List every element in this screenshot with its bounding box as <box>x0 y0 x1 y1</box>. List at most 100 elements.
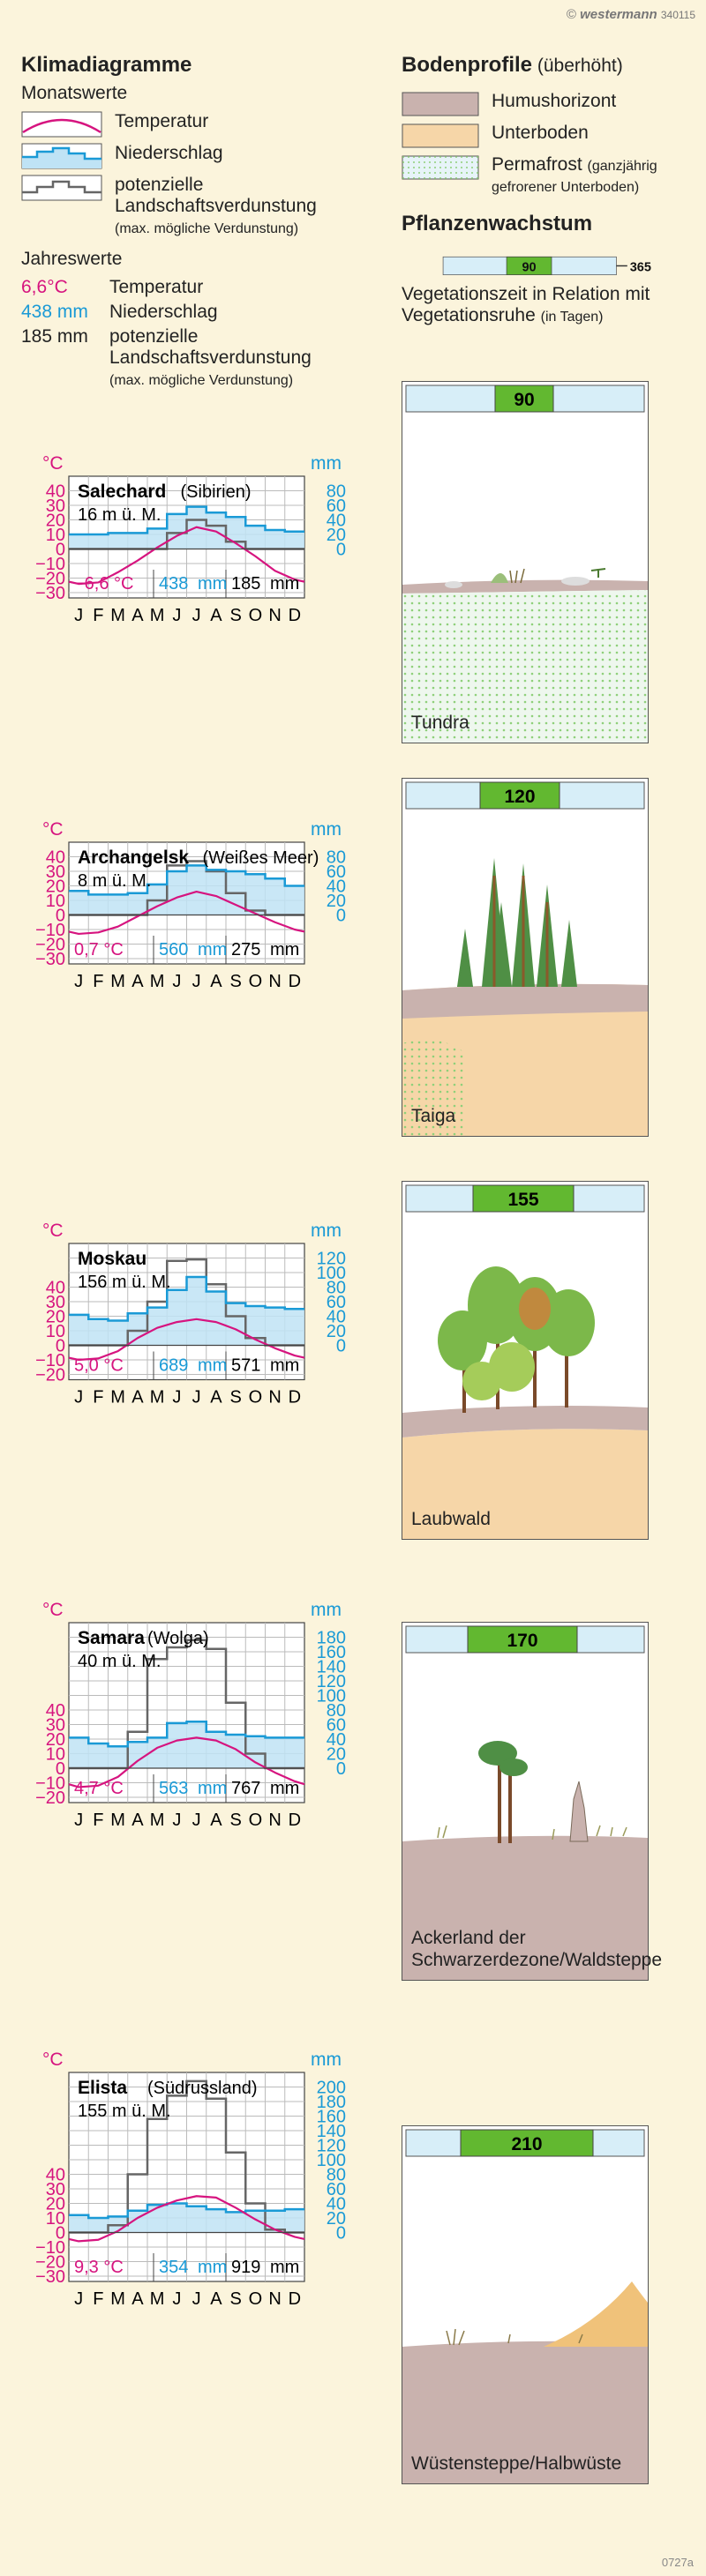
temperature-tick-label: 30 <box>46 497 65 516</box>
publisher-brand: westermann <box>580 7 657 22</box>
temperature-tick-label: 10 <box>46 2209 65 2229</box>
climate-legend: Klimadiagramme Monatswerte Temperatur Ni… <box>21 53 392 395</box>
month-label: A <box>210 1811 222 1830</box>
month-label: M <box>150 972 165 991</box>
permafrost-note: (ganzjährig gefrorener Unterboden) <box>492 159 657 195</box>
month-label: S <box>229 2289 241 2309</box>
climate-chart-salechard: °C mm403020100−10−20−30806040200Salechard… <box>35 453 346 625</box>
annual-evaporation-unit: mm <box>270 940 299 959</box>
subsoil-layer <box>402 1429 648 1539</box>
station-elevation: 40 m ü. M. <box>78 1652 161 1671</box>
temperature-tick-label: 0 <box>56 907 65 926</box>
celsius-unit: °C <box>42 1221 64 1241</box>
month-label: M <box>110 606 125 625</box>
precipitation-step-line <box>69 2202 304 2220</box>
biome-panel-taiga: 120 Taiga <box>402 778 649 1137</box>
month-label: J <box>172 972 181 991</box>
precipitation-tick-label: 100 <box>317 2151 346 2170</box>
permafrost-label: Permafrost (ganzjährig gefrorener Unterb… <box>492 155 702 198</box>
month-label: A <box>131 2289 144 2309</box>
precipitation-tick-label: 200 <box>317 2079 346 2098</box>
permafrost-swatch <box>402 155 479 180</box>
growth-title: Pflanzenwachstum <box>402 212 593 235</box>
precipitation-step-line <box>69 1720 304 1748</box>
temperature-tick-label: 30 <box>46 2180 65 2199</box>
month-label: S <box>229 1811 241 1830</box>
evaporation-text: potenzielle Landschaftsverdunstung <box>115 175 317 216</box>
temperature-tick-label: 0 <box>56 541 65 560</box>
precipitation-tick-label: 20 <box>327 1322 346 1341</box>
temperature-line <box>68 2195 305 2243</box>
growth-caption: Vegetationszeit in Relation mit Vegetati… <box>402 284 650 325</box>
month-label: D <box>289 606 301 625</box>
annual-evap-row: 185 mm potenzielle Landschaftsverdunstung… <box>21 326 392 392</box>
month-label: J <box>192 1388 201 1407</box>
annual-precip-example: 438 mm <box>21 302 88 322</box>
mm-unit: mm <box>311 1600 342 1620</box>
precipitation-tick-label: 80 <box>327 482 346 502</box>
station-name: Moskau <box>78 1249 146 1269</box>
annual-evaporation: 275 <box>231 940 260 959</box>
celsius-unit: °C <box>42 2050 64 2070</box>
mm-unit: mm <box>311 2050 342 2070</box>
annual-precip-label: Niederschlag <box>109 302 218 322</box>
month-label: F <box>93 2289 103 2309</box>
month-label: J <box>74 606 83 625</box>
temperature-tick-label: 10 <box>46 526 65 545</box>
precipitation-tick-label: 0 <box>336 541 346 560</box>
month-label: J <box>172 2289 181 2309</box>
climate-chart-moskau: °C mm403020100−10−20120100806040200Moskau… <box>35 1221 346 1407</box>
annual-temperature: 5,0 °C <box>74 1356 124 1376</box>
permafrost-layer <box>402 590 648 743</box>
celsius-unit: °C <box>42 1600 64 1620</box>
annual-temperature: −6,6 °C <box>74 574 133 594</box>
month-label: O <box>249 2289 263 2309</box>
month-label: M <box>150 1811 165 1830</box>
annual-precipitation-unit: mm <box>198 1356 227 1376</box>
month-label: O <box>249 606 263 625</box>
evaporation-note: (max. mögliche Verdunstung) <box>115 221 299 236</box>
annual-precipitation: 354 <box>159 2258 188 2277</box>
temperature-tick-label: 40 <box>46 2166 65 2185</box>
precipitation-tick-label: 80 <box>327 1279 346 1298</box>
precipitation-tick-label: 80 <box>327 2166 346 2185</box>
annual-evaporation: 919 <box>231 2258 260 2277</box>
temperature-tick-label: −10 <box>35 921 65 940</box>
month-label: D <box>289 2289 301 2309</box>
month-label: M <box>110 972 125 991</box>
precipitation-tick-label: 0 <box>336 907 346 926</box>
temperature-tick-label: 40 <box>46 1701 65 1721</box>
month-label: M <box>110 2289 125 2309</box>
precipitation-tick-label: 120 <box>317 2137 346 2156</box>
month-label: J <box>192 972 201 991</box>
month-label: S <box>229 1388 241 1407</box>
annual-precipitation-unit: mm <box>198 940 227 959</box>
soil-legend: Bodenprofile (überhöht) Humushorizont Un… <box>402 53 702 328</box>
temperature-tick-label: 20 <box>46 511 65 531</box>
legend-precipitation-row: Niederschlag <box>21 143 392 169</box>
biome-label: Tundra <box>411 713 469 733</box>
annual-evap-note: (max. mögliche Verdunstung) <box>109 373 294 388</box>
temperature-tick-label: −10 <box>35 555 65 574</box>
precipitation-tick-label: 0 <box>336 2224 346 2244</box>
annual-evaporation: 767 <box>231 1779 260 1798</box>
biome-panel-halbwueste: 210 Wüstensteppe/Halbwüste <box>402 2125 649 2484</box>
month-label: J <box>74 1388 83 1407</box>
temperature-tick-label: 0 <box>56 1759 65 1779</box>
precipitation-tick-label: 20 <box>327 526 346 545</box>
station-region: (Weißes Meer) <box>203 848 319 868</box>
temperature-line <box>68 890 305 936</box>
month-label: D <box>289 972 301 991</box>
month-label: J <box>74 972 83 991</box>
annual-evap-text: potenzielle Landschaftsverdunstung <box>109 326 312 368</box>
precipitation-step-line <box>69 864 304 896</box>
precipitation-tick-label: 40 <box>327 877 346 897</box>
mm-unit: mm <box>311 819 342 840</box>
temperature-tick-label: 10 <box>46 1322 65 1341</box>
precipitation-tick-label: 0 <box>336 1759 346 1779</box>
annual-temperature: 0,7 °C <box>74 940 124 959</box>
precipitation-tick-label: 80 <box>327 848 346 868</box>
temperature-tick-label: −30 <box>35 584 65 603</box>
month-label: A <box>131 1388 144 1407</box>
dead-tree <box>569 1781 589 1842</box>
